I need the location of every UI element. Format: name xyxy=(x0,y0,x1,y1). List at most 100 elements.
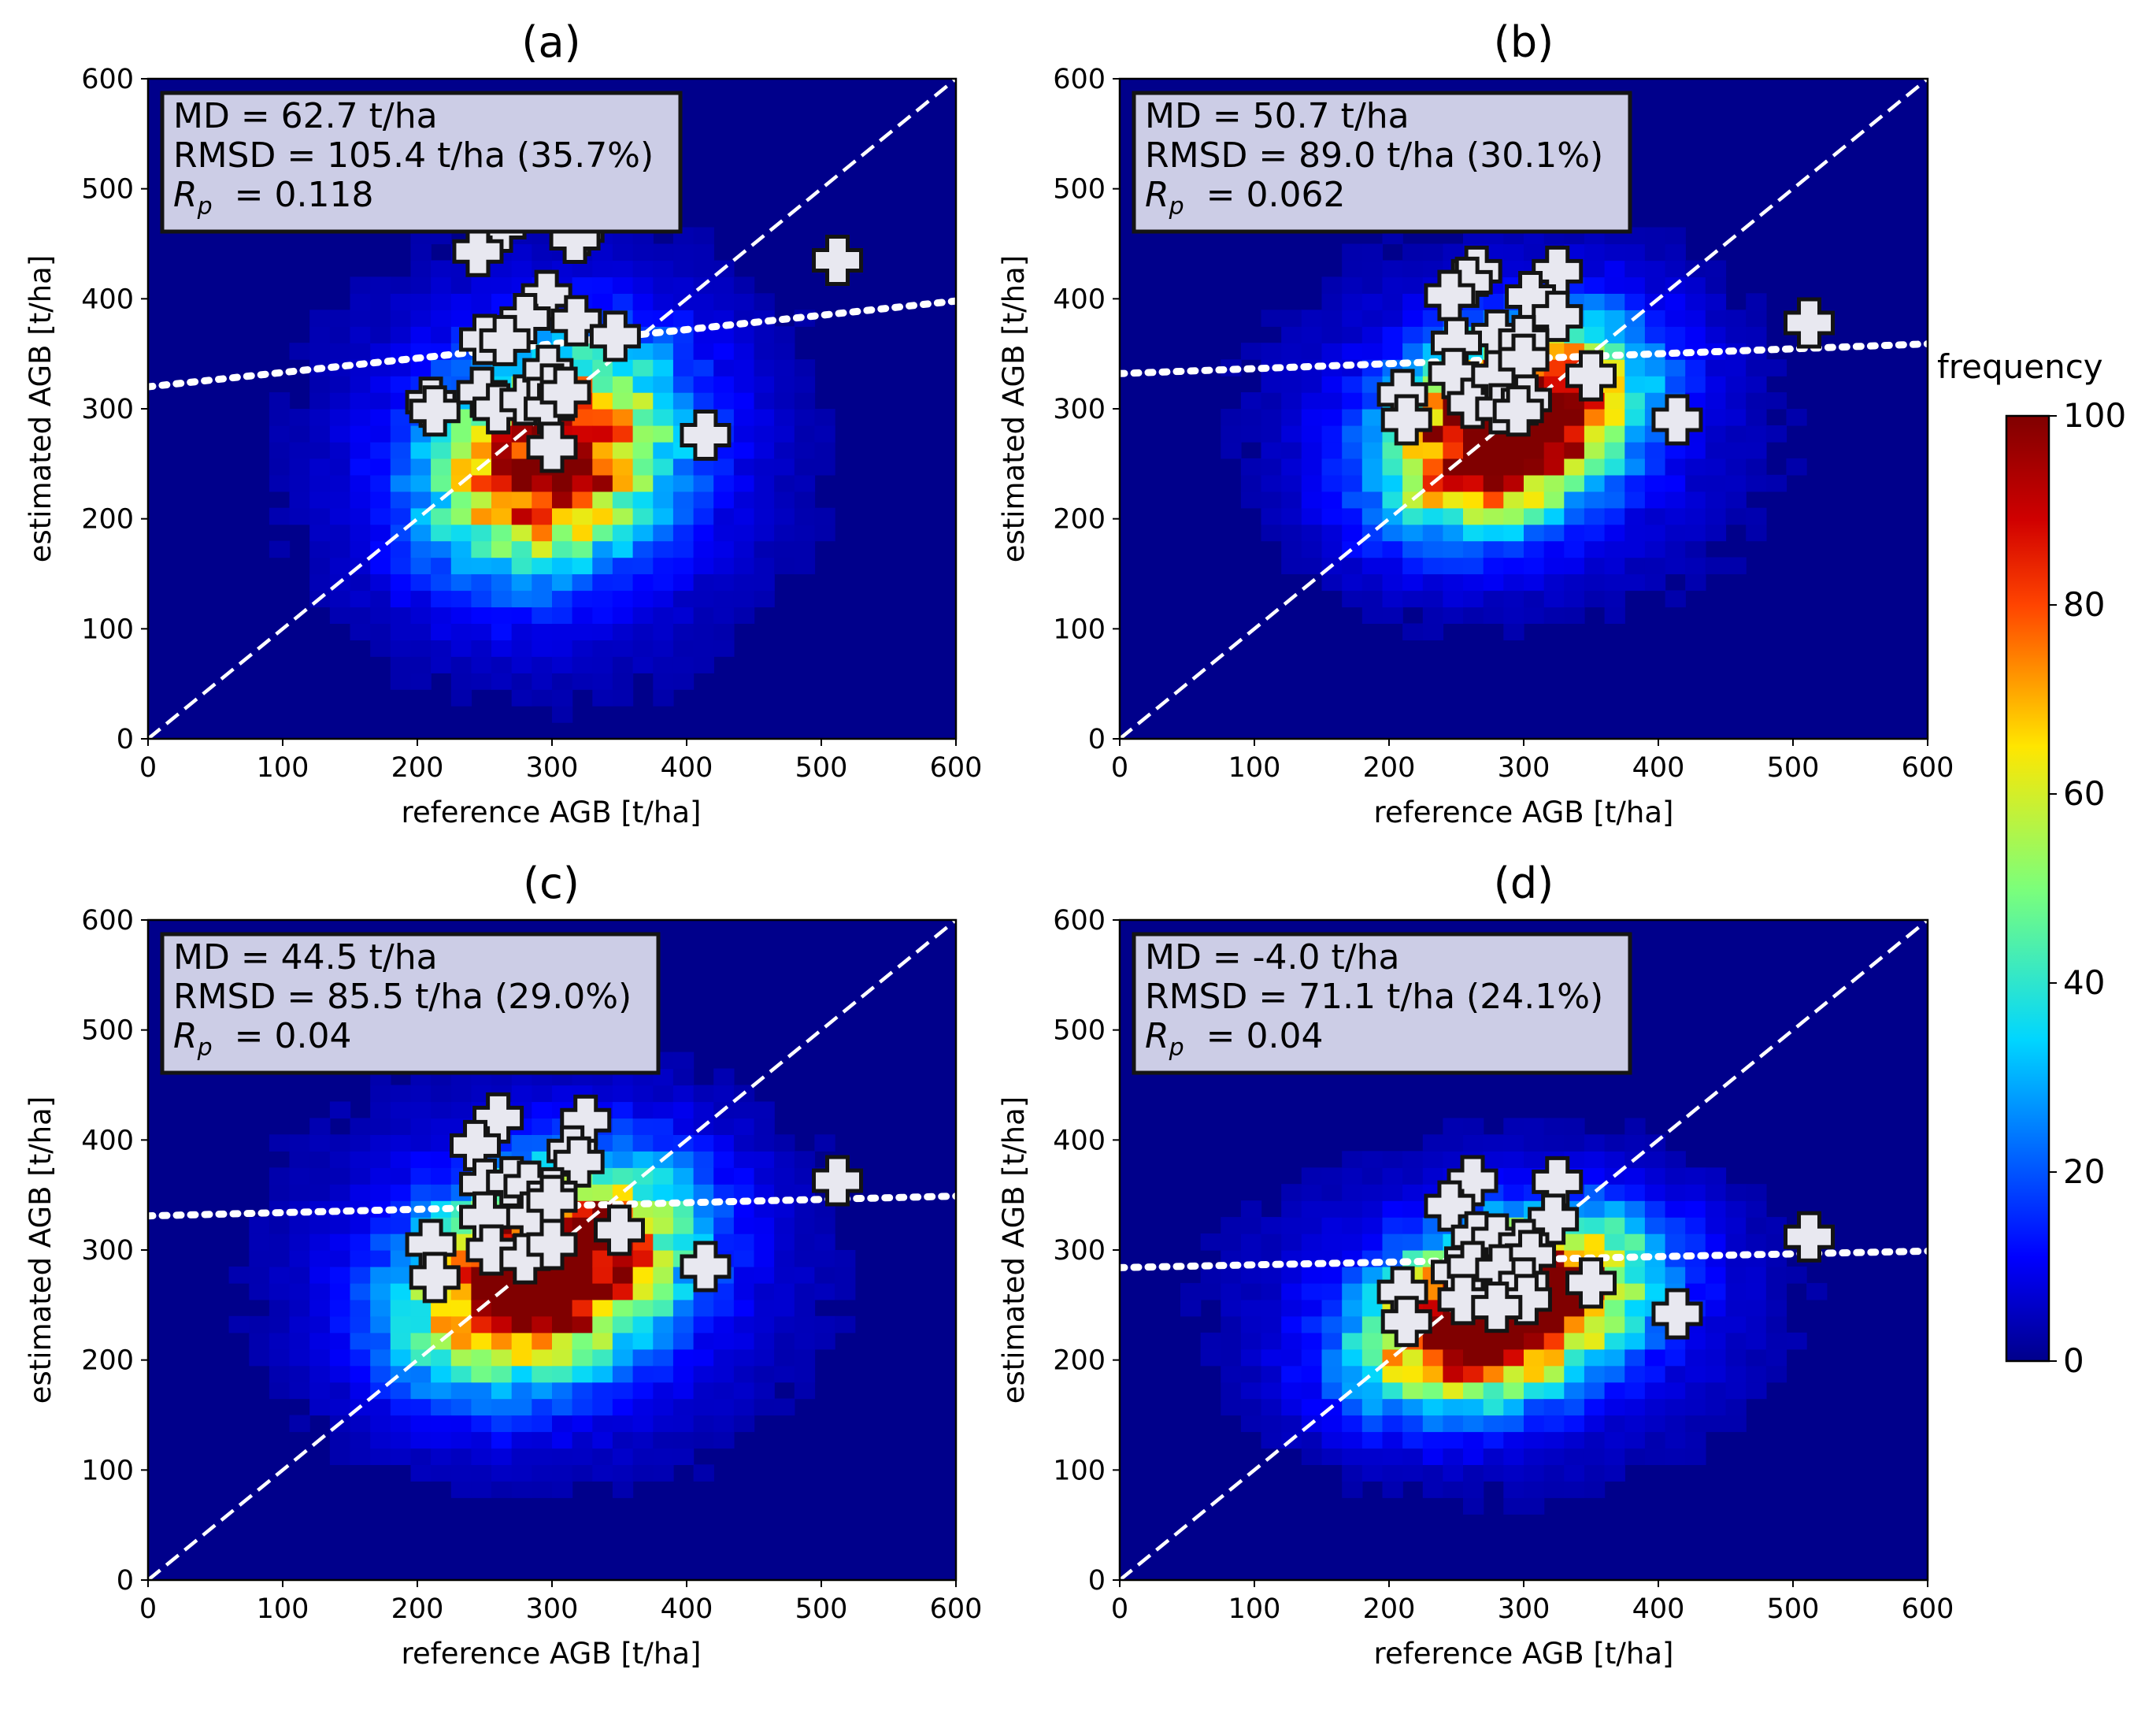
heatmap-cell xyxy=(1543,1448,1565,1465)
heatmap-cell xyxy=(592,1332,613,1350)
panel-d: (d) 0 100 200 300 400 500 600 0100200300400500… xyxy=(997,859,1954,1671)
heatmap-cell xyxy=(1725,392,1747,410)
heatmap-cell xyxy=(1543,425,1565,443)
heatmap-cell xyxy=(1342,1282,1363,1300)
heatmap-cell xyxy=(1543,1431,1565,1449)
heatmap-cell xyxy=(1624,1415,1646,1433)
heatmap-cell xyxy=(471,1365,492,1383)
heatmap-cell xyxy=(1342,343,1363,360)
heatmap-cell xyxy=(511,1448,532,1465)
heatmap-cell xyxy=(1240,1365,1262,1383)
heatmap-cell xyxy=(1301,409,1323,426)
heatmap-cell xyxy=(1261,1382,1282,1400)
heatmap-cell xyxy=(835,1250,856,1267)
heatmap-cell xyxy=(1382,1398,1403,1416)
heatmap-cell xyxy=(410,1184,432,1201)
heatmap-cell xyxy=(532,1448,553,1465)
heatmap-cell xyxy=(370,1134,391,1152)
heatmap-cell xyxy=(1725,1233,1747,1251)
heatmap-cell xyxy=(1240,458,1262,476)
heatmap-cell xyxy=(1624,1267,1646,1284)
heatmap-cell xyxy=(572,524,593,542)
heatmap-cell xyxy=(390,474,412,492)
x-tick-label: 100 xyxy=(257,1593,309,1625)
stat-md: MD = -4.0 t/ha xyxy=(1145,937,1399,977)
heatmap-cell xyxy=(1402,1448,1424,1465)
heatmap-cell xyxy=(1665,1217,1686,1234)
heatmap-cell xyxy=(269,441,291,459)
heatmap-cell xyxy=(1221,1233,1242,1251)
heatmap-cell xyxy=(754,343,775,360)
heatmap-cell xyxy=(733,540,755,558)
heatmap-cell xyxy=(632,409,654,426)
heatmap-cell xyxy=(532,1365,553,1383)
heatmap-cell xyxy=(632,590,654,608)
heatmap-cell xyxy=(612,1382,634,1400)
heatmap-cell xyxy=(1524,1382,1545,1400)
heatmap-cell xyxy=(269,1134,291,1152)
y-tick-label: 0 xyxy=(117,724,134,755)
heatmap-cell xyxy=(632,524,654,542)
heatmap-cell xyxy=(733,1134,755,1152)
heatmap-cell xyxy=(774,474,795,492)
heatmap-cell xyxy=(1705,491,1727,509)
heatmap-cell xyxy=(713,1184,735,1201)
heatmap-cell xyxy=(329,1431,351,1449)
heatmap-cell xyxy=(370,1167,391,1185)
heatmap-cell xyxy=(1705,409,1727,426)
heatmap-cell xyxy=(1604,1382,1625,1400)
heatmap-cell xyxy=(431,1151,452,1168)
heatmap-cell xyxy=(1564,1332,1585,1350)
heatmap-cell xyxy=(1422,1134,1444,1152)
heatmap-cell xyxy=(1321,573,1343,592)
heatmap-cell xyxy=(632,1118,654,1135)
heatmap-cell xyxy=(1321,1415,1343,1433)
heatmap-cell xyxy=(612,1448,634,1465)
heatmap-cell xyxy=(1564,474,1585,492)
heatmap-cell xyxy=(794,540,816,558)
heatmap-cell xyxy=(1361,1398,1384,1416)
heatmap-cell xyxy=(1463,507,1484,525)
heatmap-cell xyxy=(1685,293,1706,310)
heatmap-cell xyxy=(1321,1267,1343,1284)
heatmap-cell xyxy=(1483,1332,1504,1350)
heatmap-cell xyxy=(329,1151,351,1168)
heatmap-cell xyxy=(592,474,613,492)
heatmap-cell xyxy=(1240,474,1262,492)
heatmap-cell xyxy=(713,623,735,640)
heatmap-cell xyxy=(1524,1448,1545,1465)
heatmap-cell xyxy=(329,441,351,459)
heatmap-cell xyxy=(1321,1382,1343,1400)
heatmap-cell xyxy=(1665,1200,1686,1218)
heatmap-cell xyxy=(431,1365,452,1383)
heatmap-cell xyxy=(1382,524,1403,542)
heatmap-cell xyxy=(1483,491,1504,509)
heatmap-cell xyxy=(1584,1464,1606,1482)
heatmap-cell xyxy=(794,1233,816,1251)
heatmap-cell xyxy=(1705,1233,1727,1251)
heatmap-cell xyxy=(491,673,513,690)
heatmap-cell xyxy=(592,1299,613,1317)
heatmap-cell xyxy=(1382,491,1403,509)
x-ticks: 0 100 200 300 400 500 600 xyxy=(139,1580,982,1625)
heatmap-cell xyxy=(1321,540,1343,558)
heatmap-cell xyxy=(289,491,310,509)
heatmap-cell xyxy=(693,557,714,575)
plus-marker xyxy=(1565,1257,1617,1309)
heatmap-cell xyxy=(653,1282,674,1300)
heatmap-cell xyxy=(1584,1151,1606,1168)
heatmap-cell xyxy=(370,1101,391,1119)
heatmap-cell xyxy=(733,343,755,360)
heatmap-cell xyxy=(1604,590,1625,608)
heatmap-cell xyxy=(431,293,452,310)
heatmap-cell xyxy=(572,343,593,360)
heatmap-cell xyxy=(1564,1233,1585,1251)
heatmap-cell xyxy=(1361,507,1384,525)
heatmap-cell xyxy=(1543,1398,1565,1416)
heatmap-cell xyxy=(1321,1233,1343,1251)
heatmap-cell xyxy=(653,1167,674,1185)
heatmap-cell xyxy=(1543,606,1565,624)
heatmap-cell xyxy=(1361,1315,1384,1334)
heatmap-cell xyxy=(1483,1348,1504,1367)
heatmap-cell xyxy=(491,1398,513,1416)
